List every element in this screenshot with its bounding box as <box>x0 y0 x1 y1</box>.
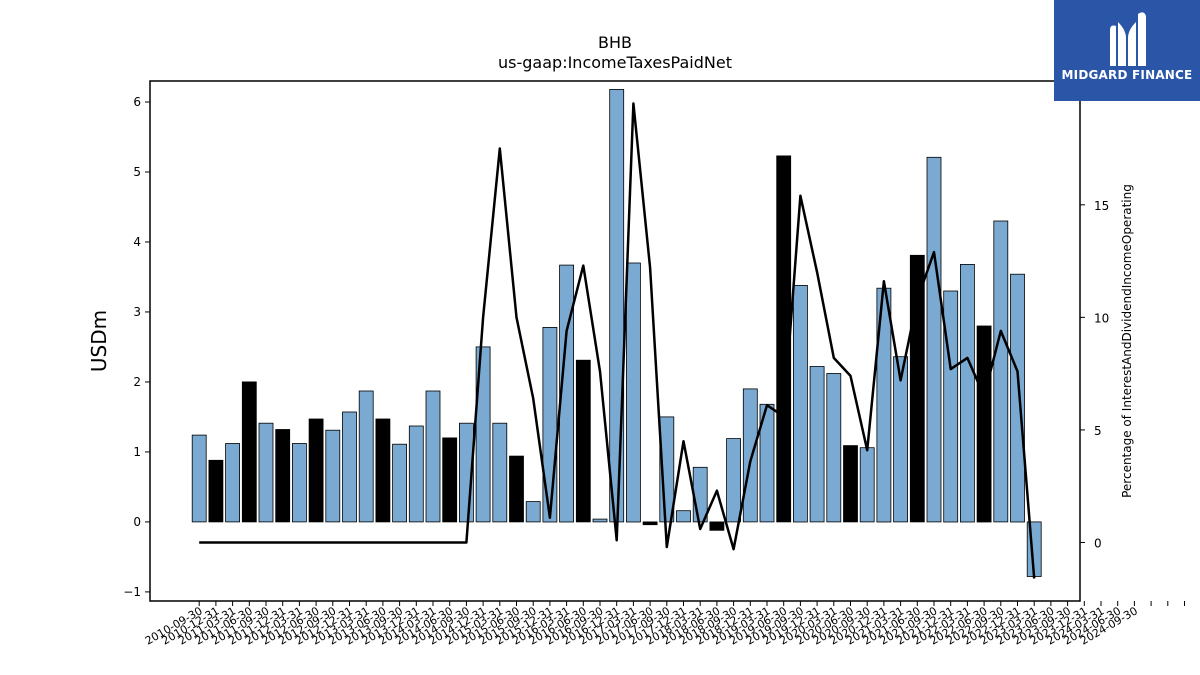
y-tick-label: 5 <box>133 165 141 179</box>
bar-2012-03-31 <box>291 443 307 523</box>
bar-2021-12-31 <box>943 290 959 523</box>
y-tick-label: −1 <box>123 585 141 599</box>
bar-2021-09-30 <box>926 156 942 523</box>
bar-2018-09-30 <box>726 438 741 523</box>
line-layer <box>199 102 1036 579</box>
bar-2013-12-31 <box>408 425 424 523</box>
bar-2015-03-31 <box>492 422 508 523</box>
x-axis-ticks: 2010-09-302010-12-312011-03-312011-06-30… <box>143 601 1185 648</box>
bar-2014-06-30 <box>442 437 458 523</box>
y2-tick-label: 15 <box>1094 199 1109 213</box>
bar-2022-06-30 <box>976 325 992 523</box>
bar-2013-03-31 <box>358 390 374 523</box>
bar-2010-12-31 <box>208 459 224 523</box>
chart-subtitle: us-gaap:IncomeTaxesPaidNet <box>498 53 732 72</box>
y2-tick-label: 5 <box>1094 424 1102 438</box>
brand-logo: MIDGARD FINANCE <box>1054 0 1200 101</box>
y-tick-label: 2 <box>133 375 141 389</box>
bar-2017-12-31 <box>676 510 691 523</box>
bar-2022-12-31 <box>1010 273 1025 523</box>
bar-2017-03-31 <box>626 262 641 523</box>
bar-2016-06-30 <box>575 359 591 523</box>
bar-2013-09-30 <box>392 443 408 523</box>
bar-2018-06-30 <box>709 521 725 531</box>
bar-2021-03-31 <box>893 356 908 523</box>
bar-2011-09-30 <box>258 422 274 523</box>
brand-name: MIDGARD FINANCE <box>1061 68 1193 82</box>
y2-tick-label: 10 <box>1094 311 1109 325</box>
bar-2013-06-30 <box>375 418 391 523</box>
bar-2012-09-30 <box>325 429 341 523</box>
midgard-logo-icon <box>1110 12 1146 66</box>
right-axis-ticks: 0 5 10 15 <box>1080 199 1109 550</box>
bar-2015-12-31 <box>542 326 558 523</box>
bar-2020-09-30 <box>859 447 875 523</box>
bar-2014-12-31 <box>475 346 491 523</box>
bar-2019-09-30 <box>793 284 808 523</box>
bar-2011-03-31 <box>225 443 241 523</box>
bar-2011-12-31 <box>275 429 291 523</box>
bar-2015-06-30 <box>509 455 524 523</box>
y-tick-label: 6 <box>133 95 141 109</box>
chart-title: BHB <box>598 33 632 52</box>
bar-2010-09-30 <box>191 434 207 523</box>
bar-2012-12-31 <box>342 411 357 523</box>
bar-2021-06-30 <box>909 254 925 523</box>
y-tick-label: 0 <box>133 515 141 529</box>
bar-2016-09-30 <box>592 518 608 523</box>
bar-2016-12-31 <box>609 89 625 523</box>
y-axis-label: USDm <box>87 310 111 372</box>
y-tick-label: 3 <box>133 305 141 319</box>
bar-2014-03-31 <box>425 390 441 523</box>
bar-2011-06-30 <box>241 381 257 523</box>
bar-2022-03-31 <box>960 263 975 523</box>
y-tick-label: 1 <box>133 445 141 459</box>
bar-2020-06-30 <box>843 445 858 523</box>
left-axis-ticks: −1 0 1 2 3 4 5 6 <box>123 95 150 599</box>
percentage-line <box>199 102 1036 579</box>
bar-2012-06-30 <box>308 418 324 523</box>
y-tick-label: 4 <box>133 235 141 249</box>
bar-2020-03-31 <box>826 373 842 523</box>
bar-2015-09-30 <box>525 501 541 523</box>
right-axis-label: Percentage of InterestAndDividendIncomeO… <box>1120 184 1134 498</box>
y2-tick-label: 0 <box>1094 536 1102 550</box>
plot-frame <box>149 80 1081 602</box>
bar-2016-03-31 <box>559 264 574 523</box>
bar-2018-03-31 <box>692 466 708 523</box>
bar-2019-12-31 <box>809 366 825 523</box>
bar-2017-06-30 <box>642 521 658 526</box>
bars-layer <box>191 89 1042 577</box>
bar-2022-09-30 <box>993 220 1009 523</box>
bar-2018-12-31 <box>742 388 758 523</box>
